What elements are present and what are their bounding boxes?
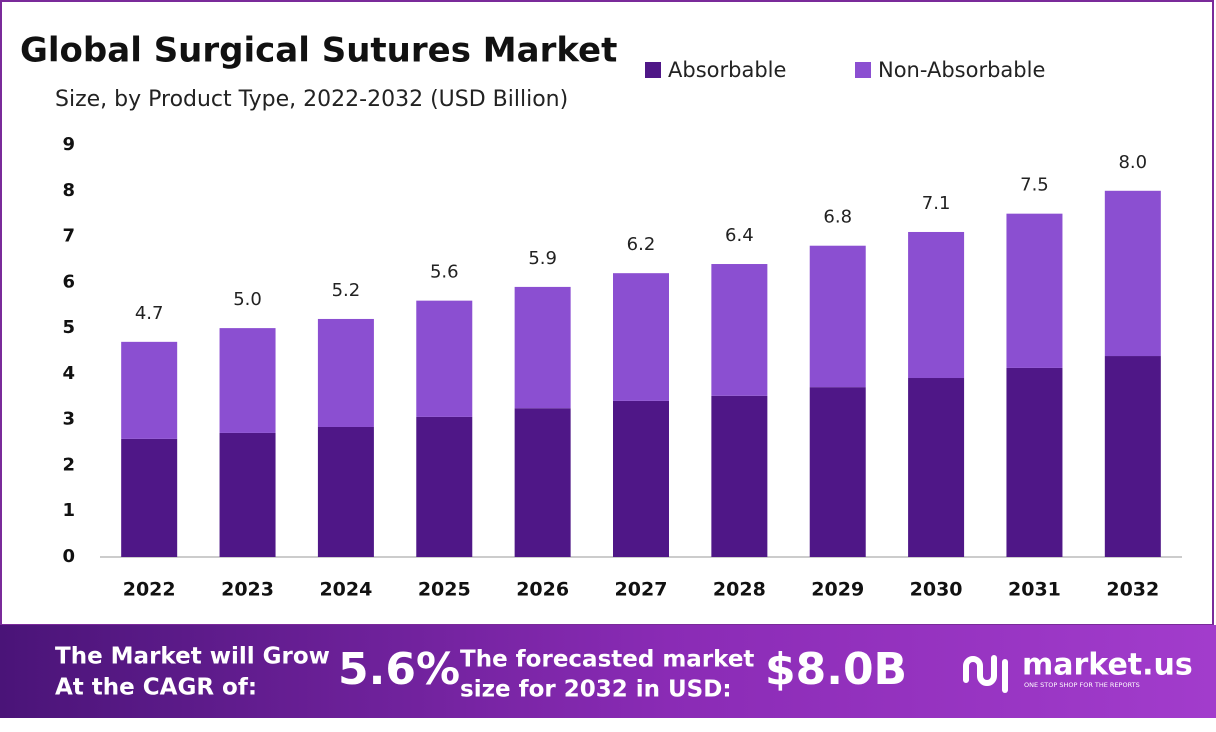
total-label: 5.0 [233,289,262,310]
bar-segment [809,245,866,388]
y-tick-label: 5 [62,317,75,338]
total-label: 7.5 [1020,175,1049,196]
bar-segment [1006,367,1063,557]
bar-segment [514,408,571,557]
brand-logo [963,655,1008,693]
brand-name: market.us [1022,648,1193,683]
x-tick-label: 2032 [1106,579,1159,601]
x-tick-label: 2028 [713,579,766,601]
legend-swatch [855,62,871,78]
y-tick-label: 8 [62,180,75,201]
bar-segment [908,378,965,557]
y-tick-label: 0 [62,546,75,567]
footer-text: size for 2032 in USD: [460,677,732,703]
y-tick-label: 6 [62,271,75,292]
bar-segment [219,328,276,433]
bar-segment [416,300,473,417]
total-label: 5.2 [332,280,361,301]
bar-segment [219,432,276,557]
legend-swatch [645,62,661,78]
y-tick-label: 4 [62,363,75,384]
y-tick-label: 1 [62,500,75,521]
bar-segment [416,416,473,557]
bar-segment [908,231,965,379]
x-tick-label: 2026 [516,579,569,601]
x-tick-label: 2022 [123,579,176,601]
legend-label: Absorbable [668,58,786,82]
bar-segment [613,273,669,401]
total-label: 7.1 [922,193,951,214]
x-tick-label: 2025 [418,579,471,601]
total-label: 6.8 [823,207,852,228]
bar-segment [317,318,374,427]
bar-segment [613,400,669,557]
x-tick-label: 2027 [615,579,668,601]
bar-segment [711,264,768,396]
footer-value: 5.6% [338,644,460,695]
total-label: 5.9 [528,248,557,269]
x-tick-label: 2024 [319,579,372,601]
legend-label: Non-Absorbable [878,58,1045,82]
total-label: 6.4 [725,225,754,246]
bar-segment [121,341,178,439]
bar-segment [1104,356,1161,557]
x-tick-label: 2031 [1008,579,1061,601]
footer-text: At the CAGR of: [55,675,257,701]
footer-text: The forecasted market [460,647,754,673]
total-label: 4.7 [135,303,164,324]
total-label: 6.2 [627,234,656,255]
total-label: 5.6 [430,262,459,283]
y-tick-label: 2 [62,454,75,475]
bar-segment [1104,190,1161,357]
bar-segment [711,395,768,557]
brand-tagline: ONE STOP SHOP FOR THE REPORTS [1024,681,1140,689]
footer-value: $8.0B [765,644,907,695]
bar-segment [809,387,866,557]
y-tick-label: 9 [62,134,75,155]
x-tick-label: 2023 [221,579,274,601]
footer-band [0,625,1216,718]
x-tick-label: 2029 [811,579,864,601]
total-label: 8.0 [1118,152,1147,173]
y-tick-label: 7 [62,226,75,247]
chart-subtitle: Size, by Product Type, 2022-2032 (USD Bi… [55,87,568,112]
footer-text: The Market will Grow [55,644,330,670]
bar-segment [514,286,571,409]
x-tick-label: 2030 [910,579,963,601]
y-tick-label: 3 [62,409,75,430]
bar-segment [121,438,178,557]
bar-segment [1006,213,1063,368]
chart-title: Global Surgical Sutures Market [20,31,617,71]
bar-segment [317,426,374,557]
